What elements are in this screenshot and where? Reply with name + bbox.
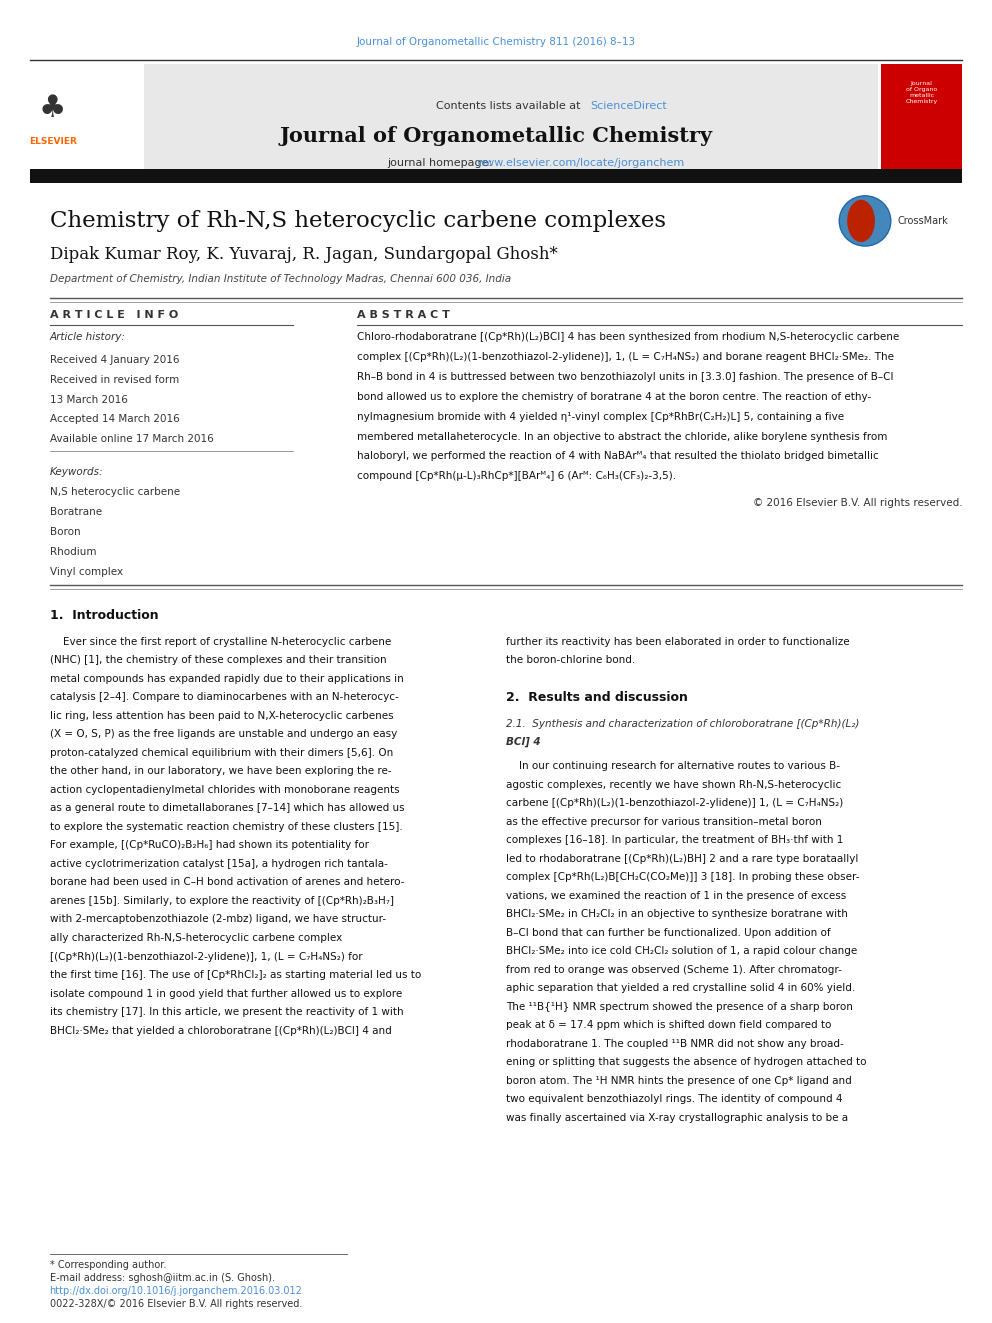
Text: The ¹¹B{¹H} NMR spectrum showed the presence of a sharp boron: The ¹¹B{¹H} NMR spectrum showed the pres… xyxy=(506,1002,853,1012)
Text: ening or splitting that suggests the absence of hydrogen attached to: ening or splitting that suggests the abs… xyxy=(506,1057,866,1068)
Text: In our continuing research for alternative routes to various B-: In our continuing research for alternati… xyxy=(506,761,840,771)
Text: lic ring, less attention has been paid to N,X-heterocyclic carbenes: lic ring, less attention has been paid t… xyxy=(50,710,393,721)
Text: ally characterized Rh-N,S-heterocyclic carbene complex: ally characterized Rh-N,S-heterocyclic c… xyxy=(50,933,342,943)
Text: to explore the systematic reaction chemistry of these clusters [15].: to explore the systematic reaction chemi… xyxy=(50,822,403,832)
Text: haloboryl, we performed the reaction of 4 with NaBArᴹ₄ that resulted the thiolat: haloboryl, we performed the reaction of … xyxy=(357,451,879,462)
Text: led to rhodaboratrane [(Cp*Rh)(L₂)BH] 2 and a rare type borataallyl: led to rhodaboratrane [(Cp*Rh)(L₂)BH] 2 … xyxy=(506,853,858,864)
Text: © 2016 Elsevier B.V. All rights reserved.: © 2016 Elsevier B.V. All rights reserved… xyxy=(753,497,962,508)
Text: [(Cp*Rh)(L₂)(1-benzothiazol-2-ylidene)], 1, (L = C₇H₄NS₂) for: [(Cp*Rh)(L₂)(1-benzothiazol-2-ylidene)],… xyxy=(50,951,362,962)
Text: http://dx.doi.org/10.1016/j.jorganchem.2016.03.012: http://dx.doi.org/10.1016/j.jorganchem.2… xyxy=(50,1286,303,1297)
Text: as a general route to dimetallaboranes [7–14] which has allowed us: as a general route to dimetallaboranes [… xyxy=(50,803,404,814)
Text: Journal of Organometallic Chemistry: Journal of Organometallic Chemistry xyxy=(280,126,712,147)
Text: (X = O, S, P) as the free ligands are unstable and undergo an easy: (X = O, S, P) as the free ligands are un… xyxy=(50,729,397,740)
Text: BHCl₂·SMe₂ into ice cold CH₂Cl₂ solution of 1, a rapid colour change: BHCl₂·SMe₂ into ice cold CH₂Cl₂ solution… xyxy=(506,946,857,957)
FancyBboxPatch shape xyxy=(30,64,878,172)
Text: complex [Cp*Rh(L₂)B[CH₂C(CO₂Me)]] 3 [18]. In probing these obser-: complex [Cp*Rh(L₂)B[CH₂C(CO₂Me)]] 3 [18]… xyxy=(506,872,859,882)
Text: Contents lists available at: Contents lists available at xyxy=(436,101,584,111)
Text: was finally ascertained via X-ray crystallographic analysis to be a: was finally ascertained via X-ray crysta… xyxy=(506,1113,848,1123)
FancyBboxPatch shape xyxy=(30,64,144,172)
Text: carbene [(Cp*Rh)(L₂)(1-benzothiazol-2-ylidene)] 1, (L = C₇H₄NS₂): carbene [(Cp*Rh)(L₂)(1-benzothiazol-2-yl… xyxy=(506,798,843,808)
Text: ♣: ♣ xyxy=(39,94,66,123)
Text: aphic separation that yielded a red crystalline solid 4 in 60% yield.: aphic separation that yielded a red crys… xyxy=(506,983,855,994)
Text: the other hand, in our laboratory, we have been exploring the re-: the other hand, in our laboratory, we ha… xyxy=(50,766,391,777)
Text: A R T I C L E   I N F O: A R T I C L E I N F O xyxy=(50,310,178,320)
Text: its chemistry [17]. In this article, we present the reactivity of 1 with: its chemistry [17]. In this article, we … xyxy=(50,1007,403,1017)
Text: two equivalent benzothiazolyl rings. The identity of compound 4: two equivalent benzothiazolyl rings. The… xyxy=(506,1094,842,1105)
FancyBboxPatch shape xyxy=(30,169,962,183)
Text: journal homepage:: journal homepage: xyxy=(387,157,496,168)
Text: Chloro-rhodaboratrane [(Cp*Rh)(L₂)BCl] 4 has been synthesized from rhodium N,S-h: Chloro-rhodaboratrane [(Cp*Rh)(L₂)BCl] 4… xyxy=(357,332,900,343)
Text: Rh–B bond in 4 is buttressed between two benzothiazolyl units in [3.3.0] fashion: Rh–B bond in 4 is buttressed between two… xyxy=(357,372,894,382)
Ellipse shape xyxy=(847,200,875,242)
Text: rhodaboratrane 1. The coupled ¹¹B NMR did not show any broad-: rhodaboratrane 1. The coupled ¹¹B NMR di… xyxy=(506,1039,843,1049)
FancyBboxPatch shape xyxy=(881,64,962,172)
Text: Keywords:: Keywords: xyxy=(50,467,103,478)
Text: Vinyl complex: Vinyl complex xyxy=(50,566,123,577)
Text: with 2-mercaptobenzothiazole (2-mbz) ligand, we have structur-: with 2-mercaptobenzothiazole (2-mbz) lig… xyxy=(50,914,386,925)
Text: (NHC) [1], the chemistry of these complexes and their transition: (NHC) [1], the chemistry of these comple… xyxy=(50,655,386,665)
Text: Received in revised form: Received in revised form xyxy=(50,374,179,385)
Text: * Corresponding author.: * Corresponding author. xyxy=(50,1259,166,1270)
Text: Chemistry of Rh-N,S heterocyclic carbene complexes: Chemistry of Rh-N,S heterocyclic carbene… xyxy=(50,210,666,232)
Text: Boron: Boron xyxy=(50,527,80,537)
Text: Department of Chemistry, Indian Institute of Technology Madras, Chennai 600 036,: Department of Chemistry, Indian Institut… xyxy=(50,274,511,284)
Text: bond allowed us to explore the chemistry of boratrane 4 at the boron centre. The: bond allowed us to explore the chemistry… xyxy=(357,392,871,402)
Ellipse shape xyxy=(839,196,891,246)
Text: BHCl₂·SMe₂ in CH₂Cl₂ in an objective to synthesize boratrane with: BHCl₂·SMe₂ in CH₂Cl₂ in an objective to … xyxy=(506,909,848,919)
Text: compound [Cp*Rh(μ-L)₃RhCp*][BArᴹ₄] 6 (Arᴹ: C₆H₃(CF₃)₂-3,5).: compound [Cp*Rh(μ-L)₃RhCp*][BArᴹ₄] 6 (Ar… xyxy=(357,471,677,482)
Text: 2.1.  Synthesis and characterization of chloroboratrane [(Cp*Rh)(L₂): 2.1. Synthesis and characterization of c… xyxy=(506,718,859,729)
Text: proton-catalyzed chemical equilibrium with their dimers [5,6]. On: proton-catalyzed chemical equilibrium wi… xyxy=(50,747,393,758)
Text: membered metallaheterocycle. In an objective to abstract the chloride, alike bor: membered metallaheterocycle. In an objec… xyxy=(357,431,888,442)
Text: action cyclopentadienylmetal chlorides with monoborane reagents: action cyclopentadienylmetal chlorides w… xyxy=(50,785,399,795)
Text: 1.  Introduction: 1. Introduction xyxy=(50,609,159,622)
Text: Accepted 14 March 2016: Accepted 14 March 2016 xyxy=(50,414,180,425)
Text: www.elsevier.com/locate/jorganchem: www.elsevier.com/locate/jorganchem xyxy=(476,157,684,168)
Text: Journal
of Organo
metallic
Chemistry: Journal of Organo metallic Chemistry xyxy=(906,81,937,105)
Text: For example, [(Cp*RuCO)₂B₂H₆] had shown its potentiality for: For example, [(Cp*RuCO)₂B₂H₆] had shown … xyxy=(50,840,369,851)
Text: Received 4 January 2016: Received 4 January 2016 xyxy=(50,355,180,365)
Text: metal compounds has expanded rapidly due to their applications in: metal compounds has expanded rapidly due… xyxy=(50,673,404,684)
Text: the boron-chlorine bond.: the boron-chlorine bond. xyxy=(506,655,635,665)
Text: arenes [15b]. Similarly, to explore the reactivity of [(Cp*Rh)₂B₃H₇]: arenes [15b]. Similarly, to explore the … xyxy=(50,896,394,906)
Text: Journal of Organometallic Chemistry 811 (2016) 8–13: Journal of Organometallic Chemistry 811 … xyxy=(356,37,636,48)
Text: agostic complexes, recently we have shown Rh-N,S-heterocyclic: agostic complexes, recently we have show… xyxy=(506,779,841,790)
Text: further its reactivity has been elaborated in order to functionalize: further its reactivity has been elaborat… xyxy=(506,636,849,647)
Text: vations, we examined the reaction of 1 in the presence of excess: vations, we examined the reaction of 1 i… xyxy=(506,890,846,901)
Text: Rhodium: Rhodium xyxy=(50,546,96,557)
Text: B–Cl bond that can further be functionalized. Upon addition of: B–Cl bond that can further be functional… xyxy=(506,927,830,938)
Text: Available online 17 March 2016: Available online 17 March 2016 xyxy=(50,434,213,445)
Text: peak at δ = 17.4 ppm which is shifted down field compared to: peak at δ = 17.4 ppm which is shifted do… xyxy=(506,1020,831,1031)
Text: 13 March 2016: 13 March 2016 xyxy=(50,394,128,405)
Text: A B S T R A C T: A B S T R A C T xyxy=(357,310,450,320)
Text: Ever since the first report of crystalline N-heterocyclic carbene: Ever since the first report of crystalli… xyxy=(50,636,391,647)
Text: BCl] 4: BCl] 4 xyxy=(506,737,541,747)
Text: Boratrane: Boratrane xyxy=(50,507,102,517)
Text: active cyclotrimerization catalyst [15a], a hydrogen rich tantala-: active cyclotrimerization catalyst [15a]… xyxy=(50,859,388,869)
Text: nylmagnesium bromide with 4 yielded η¹-vinyl complex [Cp*RhBr(C₂H₂)L] 5, contain: nylmagnesium bromide with 4 yielded η¹-v… xyxy=(357,411,844,422)
Text: BHCl₂·SMe₂ that yielded a chloroboratrane [(Cp*Rh)(L₂)BCl] 4 and: BHCl₂·SMe₂ that yielded a chloroboratran… xyxy=(50,1025,392,1036)
Text: isolate compound 1 in good yield that further allowed us to explore: isolate compound 1 in good yield that fu… xyxy=(50,988,402,999)
Text: ELSEVIER: ELSEVIER xyxy=(29,138,76,146)
Text: from red to orange was observed (Scheme 1). After chromatogr-: from red to orange was observed (Scheme … xyxy=(506,964,842,975)
Text: Article history:: Article history: xyxy=(50,332,125,343)
Text: complex [(Cp*Rh)(L₂)(1-benzothiazol-2-ylidene)], 1, (L = C₇H₄NS₂) and borane rea: complex [(Cp*Rh)(L₂)(1-benzothiazol-2-yl… xyxy=(357,352,894,363)
Text: 2.  Results and discussion: 2. Results and discussion xyxy=(506,691,687,704)
Text: Dipak Kumar Roy, K. Yuvaraj, R. Jagan, Sundargopal Ghosh*: Dipak Kumar Roy, K. Yuvaraj, R. Jagan, S… xyxy=(50,246,558,262)
Text: borane had been used in C–H bond activation of arenes and hetero-: borane had been used in C–H bond activat… xyxy=(50,877,404,888)
Text: N,S heterocyclic carbene: N,S heterocyclic carbene xyxy=(50,487,180,497)
Text: CrossMark: CrossMark xyxy=(898,216,948,226)
Text: 0022-328X/© 2016 Elsevier B.V. All rights reserved.: 0022-328X/© 2016 Elsevier B.V. All right… xyxy=(50,1299,302,1310)
Text: ScienceDirect: ScienceDirect xyxy=(590,101,667,111)
Text: catalysis [2–4]. Compare to diaminocarbenes with an N-heterocyc-: catalysis [2–4]. Compare to diaminocarbe… xyxy=(50,692,399,703)
Text: complexes [16–18]. In particular, the treatment of BH₃·thf with 1: complexes [16–18]. In particular, the tr… xyxy=(506,835,843,845)
Text: as the effective precursor for various transition–metal boron: as the effective precursor for various t… xyxy=(506,816,821,827)
Text: the first time [16]. The use of [Cp*RhCl₂]₂ as starting material led us to: the first time [16]. The use of [Cp*RhCl… xyxy=(50,970,421,980)
Text: E-mail address: sghosh@iitm.ac.in (S. Ghosh).: E-mail address: sghosh@iitm.ac.in (S. Gh… xyxy=(50,1273,275,1283)
Text: boron atom. The ¹H NMR hints the presence of one Cp* ligand and: boron atom. The ¹H NMR hints the presenc… xyxy=(506,1076,852,1086)
